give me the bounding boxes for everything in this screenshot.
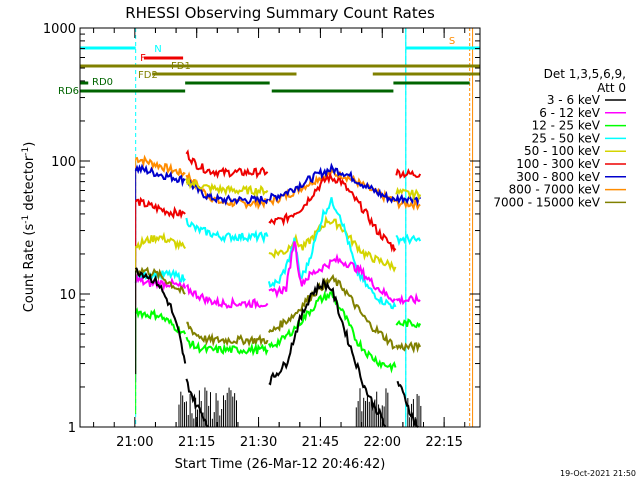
- series-line-segment: [395, 193, 422, 207]
- series-line-segment: [268, 290, 397, 374]
- y-axis-label-tail: detector: [22, 155, 37, 215]
- flag-label-rd0: RD0: [92, 77, 113, 88]
- x-tick-label: 21:00: [116, 435, 153, 450]
- series-line-segment: [185, 378, 209, 428]
- series-line-segment: [185, 149, 269, 180]
- footer-timestamp: 19-Oct-2021 21:50: [560, 469, 636, 478]
- legend-label: 300 - 800 keV: [516, 170, 600, 184]
- plot-frame: [79, 27, 481, 428]
- axes: 1 10 100 1000 21:00 21:15 21:30 21:45 22:00 22:15: [43, 22, 480, 450]
- series-line-segment: [395, 340, 422, 354]
- flag-label-s: S: [449, 36, 455, 47]
- series-6-12-keV: [134, 241, 421, 383]
- x-axis-label: Start Time (26-Mar-12 20:46:42): [175, 457, 386, 472]
- x-tick-label: 21:45: [302, 435, 339, 450]
- series-line-segment: [134, 163, 186, 188]
- series-line-segment: [268, 214, 397, 273]
- y-tick-label: 100: [51, 155, 76, 170]
- legend-label: 50 - 100 keV: [524, 144, 601, 158]
- y-axis-label-end: ): [22, 142, 37, 147]
- series-line-segment: [395, 233, 422, 247]
- flag-label-fd2: FD2: [138, 70, 158, 81]
- series-line-segment: [395, 196, 421, 211]
- series-line-segment: [268, 241, 396, 304]
- chart-marks: [134, 28, 474, 428]
- series-line-segment: [135, 231, 187, 251]
- legend-label: 6 - 12 keV: [539, 106, 601, 120]
- series-line-segment: [395, 292, 421, 306]
- series-line-segment: [134, 273, 187, 292]
- x-tick-label: 22:00: [364, 435, 401, 450]
- series-line-segment: [134, 267, 187, 364]
- y-tick-label: 10: [59, 288, 76, 303]
- legend-label: 12 - 25 keV: [532, 119, 601, 133]
- series-line-segment: [135, 154, 186, 178]
- y-tick-label: 1: [68, 421, 76, 436]
- x-tick-label: 21:15: [178, 435, 215, 450]
- chart-title: RHESSI Observing Summary Count Rates: [125, 4, 435, 22]
- series-line-segment: [395, 318, 422, 329]
- flag-label-n: N: [154, 44, 161, 55]
- series-line-segment: [267, 197, 397, 310]
- y-axis-label-sup: -1: [21, 215, 31, 224]
- flag-label-f: F: [140, 53, 146, 64]
- series-line-segment: [186, 321, 269, 348]
- series-line-segment: [268, 277, 387, 428]
- x-tick-label: 22:15: [425, 435, 462, 450]
- flag-bars: N S F FD1 FD2 RD0 RD6: [58, 36, 480, 97]
- legend-label: 7000 - 15000 keV: [493, 195, 600, 209]
- legend-label: 3 - 6 keV: [547, 93, 601, 107]
- series-line-segment: [268, 273, 396, 350]
- series-100-300-keV: [134, 149, 422, 305]
- legend-header: Det 1,3,5,6,9,: [544, 67, 626, 81]
- series-line-segment: [395, 168, 422, 180]
- series-line-segment: [268, 162, 397, 204]
- y-tick-label: 1000: [43, 22, 76, 37]
- series-line-segment: [185, 336, 269, 357]
- y-axis-label: Count Rate (s-1 detector-1): [21, 142, 37, 313]
- series-line-segment: [134, 266, 186, 295]
- legend-subheader: Att 0: [597, 81, 626, 95]
- series-line-segment: [134, 196, 186, 220]
- series-12-25-keV: [134, 290, 422, 415]
- series-line-segment: [185, 217, 269, 245]
- y-axis-label-main: Count Rate (s: [22, 224, 37, 313]
- series-line-segment: [134, 307, 187, 337]
- series-line-segment: [185, 283, 269, 310]
- flag-label-rd6: RD6: [58, 86, 79, 97]
- legend-label: 25 - 50 keV: [532, 131, 601, 145]
- x-tick-label: 21:30: [240, 435, 277, 450]
- series-line-segment: [268, 171, 397, 253]
- legend-label: 100 - 300 keV: [516, 157, 600, 171]
- flag-label-fd1: FD1: [171, 61, 191, 72]
- series-line-segment: [395, 186, 422, 202]
- legend-label: 800 - 7000 keV: [509, 183, 601, 197]
- series-line-segment: [185, 176, 269, 198]
- y-axis-label-sup2: -1: [21, 147, 31, 156]
